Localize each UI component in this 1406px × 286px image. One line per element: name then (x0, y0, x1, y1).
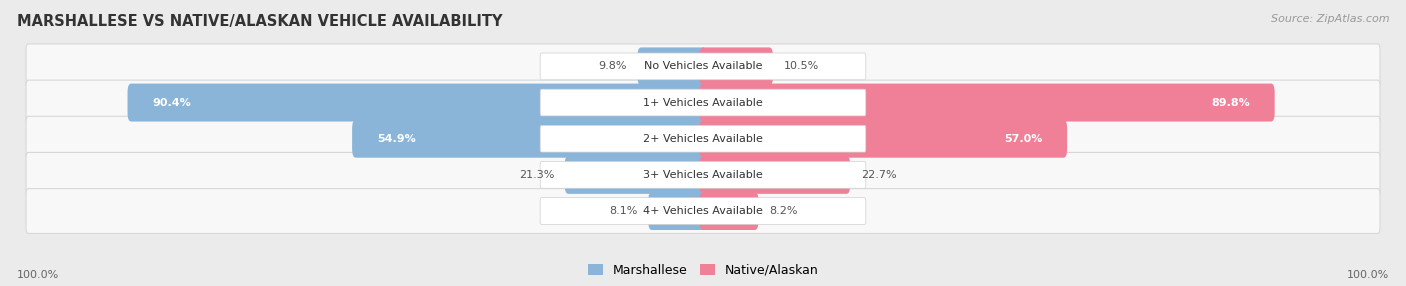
FancyBboxPatch shape (540, 53, 866, 80)
Text: 100.0%: 100.0% (1347, 270, 1389, 280)
FancyBboxPatch shape (648, 192, 706, 230)
Text: 9.8%: 9.8% (599, 61, 627, 72)
Text: 57.0%: 57.0% (1004, 134, 1043, 144)
Text: 4+ Vehicles Available: 4+ Vehicles Available (643, 206, 763, 216)
FancyBboxPatch shape (565, 156, 706, 194)
Legend: Marshallese, Native/Alaskan: Marshallese, Native/Alaskan (582, 259, 824, 282)
Text: 3+ Vehicles Available: 3+ Vehicles Available (643, 170, 763, 180)
FancyBboxPatch shape (540, 162, 866, 188)
FancyBboxPatch shape (699, 84, 1275, 122)
Text: 8.1%: 8.1% (609, 206, 638, 216)
FancyBboxPatch shape (699, 120, 1067, 158)
Text: 90.4%: 90.4% (152, 98, 191, 108)
Text: No Vehicles Available: No Vehicles Available (644, 61, 762, 72)
Text: 2+ Vehicles Available: 2+ Vehicles Available (643, 134, 763, 144)
FancyBboxPatch shape (637, 47, 706, 86)
Text: 1+ Vehicles Available: 1+ Vehicles Available (643, 98, 763, 108)
FancyBboxPatch shape (25, 188, 1381, 233)
FancyBboxPatch shape (540, 89, 866, 116)
Text: Source: ZipAtlas.com: Source: ZipAtlas.com (1271, 14, 1389, 24)
FancyBboxPatch shape (25, 80, 1381, 125)
FancyBboxPatch shape (25, 44, 1381, 89)
Text: 89.8%: 89.8% (1212, 98, 1250, 108)
Text: MARSHALLESE VS NATIVE/ALASKAN VEHICLE AVAILABILITY: MARSHALLESE VS NATIVE/ALASKAN VEHICLE AV… (17, 14, 502, 29)
FancyBboxPatch shape (25, 152, 1381, 197)
FancyBboxPatch shape (352, 120, 706, 158)
Text: 22.7%: 22.7% (860, 170, 896, 180)
Text: 100.0%: 100.0% (17, 270, 59, 280)
FancyBboxPatch shape (128, 84, 706, 122)
Text: 54.9%: 54.9% (377, 134, 416, 144)
FancyBboxPatch shape (540, 198, 866, 225)
FancyBboxPatch shape (699, 156, 851, 194)
Text: 21.3%: 21.3% (519, 170, 554, 180)
FancyBboxPatch shape (540, 125, 866, 152)
FancyBboxPatch shape (699, 192, 758, 230)
FancyBboxPatch shape (25, 116, 1381, 161)
FancyBboxPatch shape (699, 47, 773, 86)
Text: 10.5%: 10.5% (783, 61, 818, 72)
Text: 8.2%: 8.2% (769, 206, 797, 216)
